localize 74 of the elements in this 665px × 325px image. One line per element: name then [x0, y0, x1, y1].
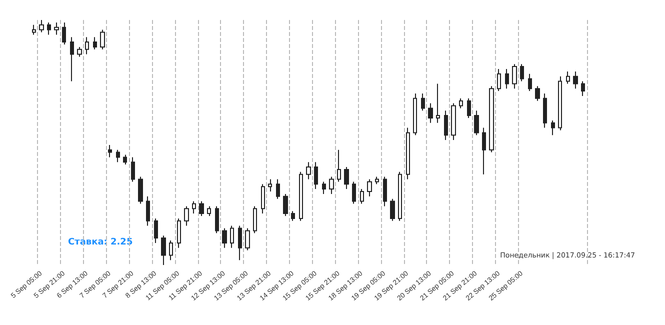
candlestick: [215, 206, 219, 234]
candlestick: [406, 127, 410, 180]
candlestick: [199, 200, 204, 216]
candlestick: [161, 235, 166, 266]
candlestick: [207, 206, 211, 216]
candlestick: [253, 206, 257, 234]
candlestick: [421, 93, 425, 112]
candlestick: [352, 181, 356, 204]
candlestick: [474, 110, 479, 136]
candlestick: [337, 149, 341, 182]
candlestick: [558, 76, 562, 131]
candlestick: [467, 98, 471, 118]
candlestick: [482, 127, 486, 175]
candlestick: [535, 86, 540, 102]
candlestick: [581, 80, 585, 96]
candlestick: [108, 144, 112, 158]
candlestick: [283, 193, 288, 216]
candlestick: [360, 188, 364, 204]
candlestick: [39, 20, 44, 33]
candlestick: [299, 171, 303, 222]
candlestick: [70, 36, 74, 82]
candlestick: [261, 184, 265, 214]
candlestick: [451, 102, 456, 141]
candlestick: [230, 225, 234, 248]
candlestick: [314, 162, 318, 190]
candlestick: [276, 178, 280, 200]
candlestick: [543, 93, 547, 128]
candlestick: [573, 70, 578, 90]
candlestick: [367, 178, 372, 197]
candlestick: [390, 198, 395, 222]
candlestick: [47, 22, 51, 36]
candlestick: [123, 154, 127, 166]
candlestick: [306, 162, 311, 180]
candlestick: [528, 73, 532, 92]
candlestick: [154, 218, 158, 244]
candlestick: [428, 102, 433, 124]
candlestick: [322, 181, 326, 194]
candlestick: [85, 36, 89, 55]
candlestick: [375, 176, 379, 185]
candlestick: [93, 36, 97, 50]
candlestick: [138, 176, 143, 204]
candlestick: [77, 46, 82, 58]
candlestick: [116, 149, 120, 163]
candlestick: [268, 178, 272, 192]
candlestick: [459, 98, 463, 109]
candlestick: [551, 120, 555, 136]
candlestick: [192, 200, 196, 214]
candlestick: [169, 240, 173, 261]
candlestick: [505, 68, 509, 90]
candlestick: [177, 218, 181, 248]
candlestick: [444, 110, 448, 141]
candlestick: [512, 64, 517, 90]
candlestick: [54, 22, 59, 36]
candlestick: [413, 93, 417, 136]
annotation: Ставка: 2.25: [68, 238, 133, 248]
candlestick: [291, 210, 295, 222]
candlestick: [238, 225, 242, 261]
candlestick: [62, 22, 66, 45]
candlestick: [329, 176, 334, 194]
candlestick: [131, 156, 135, 182]
candlestick: [398, 171, 402, 222]
candlestick: [436, 83, 440, 124]
candlestick: [383, 176, 387, 207]
candlestick: [146, 196, 150, 226]
candlestick: [245, 228, 250, 251]
candlestick: [100, 29, 105, 50]
candlestick: [222, 228, 227, 248]
candlestick: [344, 166, 349, 190]
candlestick: [489, 86, 494, 153]
candlestick: [184, 206, 189, 226]
candlestick: [520, 64, 524, 82]
candlestick: [497, 68, 501, 92]
candlestick: [566, 70, 570, 84]
candlestick: [32, 24, 36, 36]
